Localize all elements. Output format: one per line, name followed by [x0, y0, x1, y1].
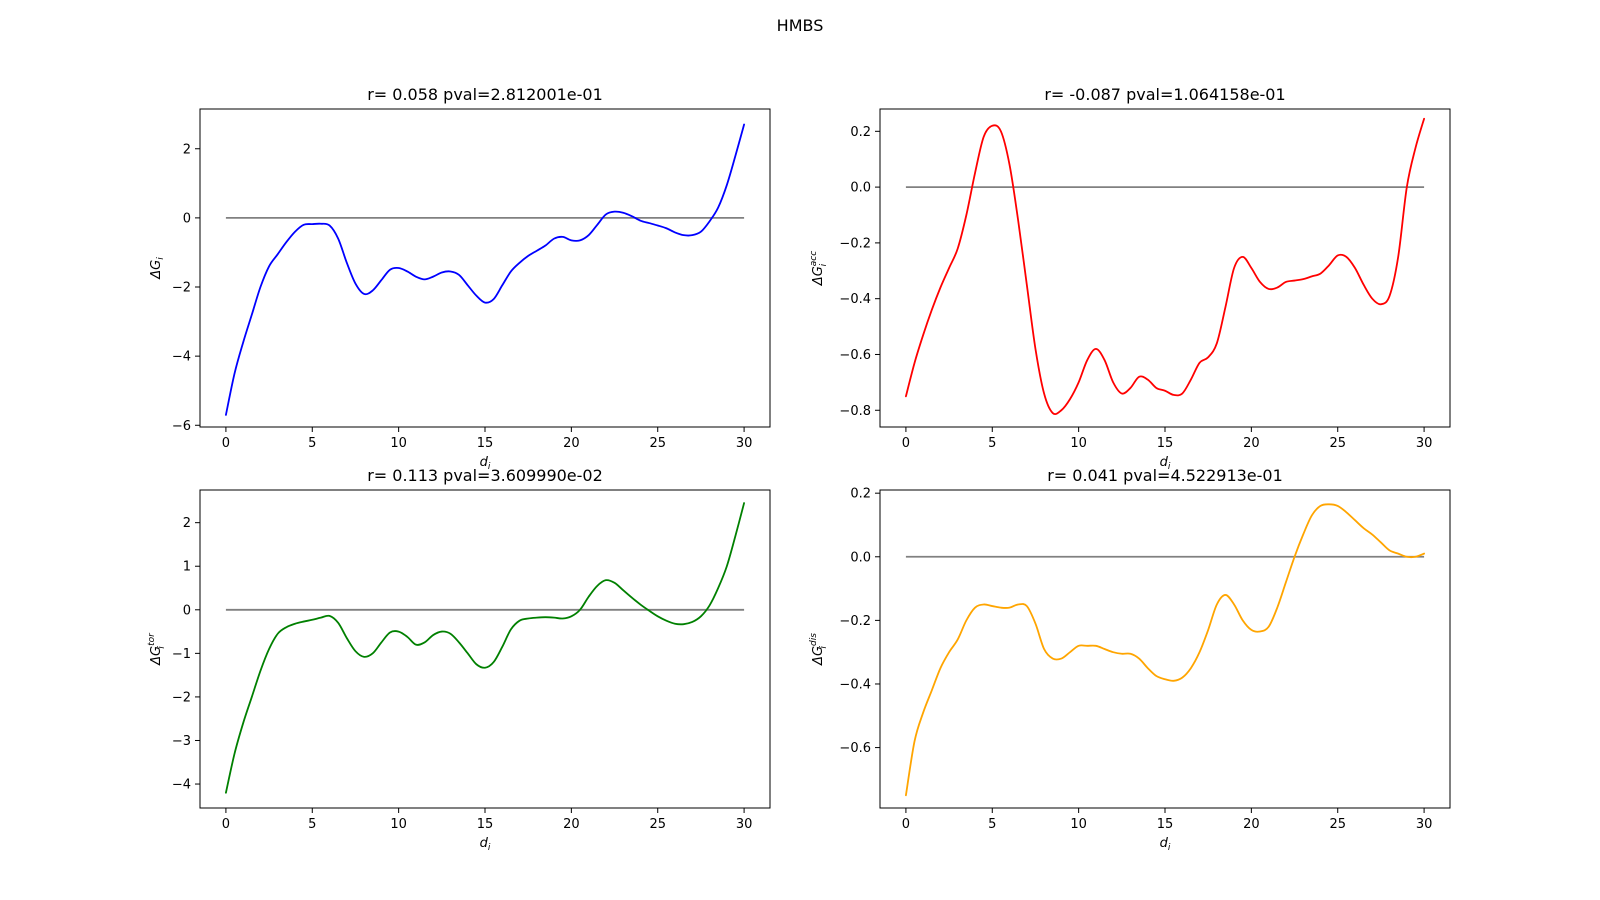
- x-axis-label: di: [1160, 455, 1171, 472]
- plot-frame: [199, 108, 771, 428]
- y-axis-label: ΔGtori: [147, 632, 167, 666]
- figure-suptitle: HMBS: [777, 16, 824, 35]
- subplot-3: r= 0.113 pval=3.609990e-020 5 10 15 20 25 30−4…: [147, 466, 771, 853]
- y-tick-label: −0.8: [839, 404, 871, 419]
- y-tick-label: −3: [172, 734, 191, 749]
- x-tick-label: 30: [1416, 817, 1433, 832]
- plot-frame: [879, 489, 1451, 809]
- y-axis-label: ΔGdisi: [809, 633, 829, 666]
- y-tick-label: −2: [172, 281, 191, 296]
- x-tick-label: 0: [222, 817, 230, 832]
- x-axis-label: di: [1160, 836, 1171, 853]
- x-tick-label: 25: [649, 817, 666, 832]
- y-tick-label: −0.4: [839, 292, 871, 307]
- x-tick-label: 25: [1329, 817, 1346, 832]
- y-axis-label: ΔGacci: [809, 251, 829, 286]
- y-tick-label: 0: [183, 211, 191, 226]
- x-axis-label: di: [480, 455, 491, 472]
- y-tick-label: −2: [172, 690, 191, 705]
- y-tick-label: 0.2: [850, 487, 871, 502]
- y-tick-label: −0.6: [839, 348, 871, 363]
- x-tick-label: 25: [649, 436, 666, 451]
- x-tick-label: 15: [1157, 817, 1174, 832]
- plot-frame: [199, 489, 771, 809]
- x-tick-label: 5: [308, 817, 316, 832]
- x-tick-label: 5: [988, 817, 996, 832]
- subplot-1: r= 0.058 pval=2.812001e-010 5 10 15 20 25 30−6…: [149, 85, 771, 472]
- x-tick-label: 0: [902, 436, 910, 451]
- y-tick-label: 0: [183, 603, 191, 618]
- subplot-2: r= -0.087 pval=1.064158e-01 0 5 10 15 20 25 30 −…: [809, 85, 1451, 472]
- y-tick-label: −1: [172, 647, 191, 662]
- subplot-title: r= -0.087 pval=1.064158e-01: [1044, 85, 1285, 104]
- y-tick-label: 2: [183, 142, 191, 157]
- y-tick-label: 1: [183, 560, 191, 575]
- series-line-1: [225, 123, 745, 416]
- x-tick-label: 15: [477, 436, 494, 451]
- x-tick-label: 10: [390, 817, 407, 832]
- x-tick-label: 20: [563, 817, 580, 832]
- subplot-4: r= 0.041 pval=4.522913e-01 0 5 10 15 20 25 30 −0…: [809, 466, 1451, 853]
- y-tick-label: −6: [172, 419, 191, 434]
- y-tick-label: −0.4: [839, 677, 871, 692]
- y-tick-label: −0.2: [839, 236, 871, 251]
- x-tick-label: 30: [736, 436, 753, 451]
- y-tick-label: 0.0: [850, 550, 871, 565]
- plot-frame: [879, 108, 1451, 428]
- series-line-1: [905, 117, 1425, 416]
- x-tick-label: 5: [988, 436, 996, 451]
- x-tick-label: 25: [1329, 436, 1346, 451]
- x-tick-label: 30: [736, 817, 753, 832]
- y-tick-label: 2: [183, 516, 191, 531]
- x-tick-label: 0: [222, 436, 230, 451]
- y-tick-label: −4: [172, 350, 191, 365]
- y-tick-label: −0.6: [839, 741, 871, 756]
- subplot-title: r= 0.041 pval=4.522913e-01: [1047, 466, 1283, 485]
- x-axis-label: di: [480, 836, 491, 853]
- y-tick-label: −4: [172, 778, 191, 793]
- x-tick-label: 20: [563, 436, 580, 451]
- x-tick-label: 20: [1243, 817, 1260, 832]
- x-tick-label: 10: [390, 436, 407, 451]
- x-tick-label: 20: [1243, 436, 1260, 451]
- x-tick-label: 10: [1070, 817, 1087, 832]
- y-tick-label: 0.0: [850, 181, 871, 196]
- y-tick-label: 0.2: [850, 125, 871, 140]
- x-tick-label: 0: [902, 817, 910, 832]
- subplot-title: r= 0.058 pval=2.812001e-01: [367, 85, 603, 104]
- series-line-1: [225, 502, 745, 794]
- subplot-grid: r= 0.058 pval=2.812001e-010 5 10 15 20 25 30−6…: [147, 85, 1451, 853]
- x-tick-label: 15: [1157, 436, 1174, 451]
- series-line-1: [905, 503, 1425, 797]
- x-tick-label: 15: [477, 817, 494, 832]
- x-tick-label: 30: [1416, 436, 1433, 451]
- y-tick-label: −0.2: [839, 614, 871, 629]
- subplot-title: r= 0.113 pval=3.609990e-02: [367, 466, 603, 485]
- x-tick-label: 10: [1070, 436, 1087, 451]
- y-axis-label: ΔGi: [149, 257, 166, 280]
- x-tick-label: 5: [308, 436, 316, 451]
